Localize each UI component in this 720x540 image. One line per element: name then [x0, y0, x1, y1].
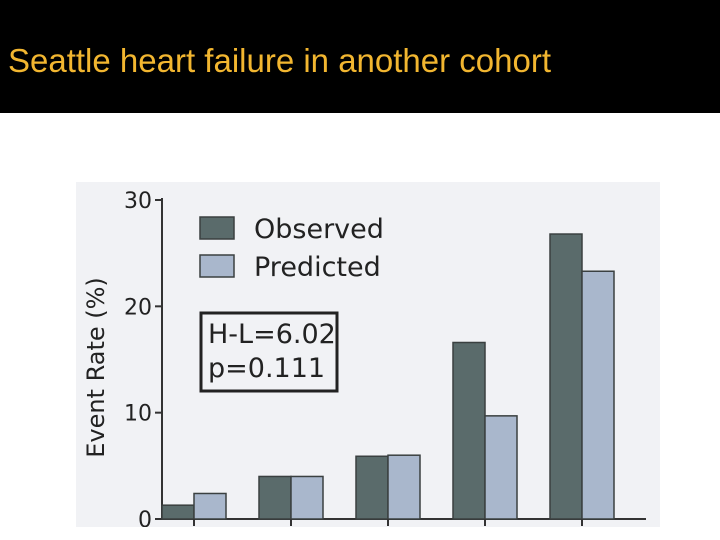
chart-panel: 0 10 20 30 Event Rate (%) Observed Predicted H-… — [76, 182, 660, 527]
title-bar — [0, 0, 720, 113]
stats-line-2: p=0.111 — [208, 353, 325, 384]
bar-chart: 0 10 20 30 Event Rate (%) Observed Predicted H-… — [82, 189, 646, 527]
legend-swatch-predicted — [199, 254, 235, 278]
predicted-bar — [290, 475, 324, 520]
observed-bar — [549, 233, 583, 520]
y-tick-label: 30 — [124, 189, 152, 214]
observed-bar — [355, 455, 389, 520]
observed-bar — [452, 341, 486, 520]
predicted-bar — [484, 415, 518, 520]
predicted-bar — [193, 492, 227, 520]
stats-line-1: H-L=6.02 — [208, 319, 336, 350]
predicted-bar — [387, 454, 421, 520]
stats-box — [199, 311, 339, 393]
legend-swatch-observed — [199, 216, 235, 240]
y-tick-label: 0 — [138, 508, 152, 527]
predicted-bar — [581, 270, 615, 520]
legend-label-observed: Observed — [254, 214, 384, 245]
y-tick-label: 20 — [124, 295, 152, 320]
slide-title: Seattle heart failure in another cohort — [8, 42, 552, 79]
y-axis-title: Event Rate (%) — [82, 277, 110, 458]
legend-label-predicted: Predicted — [254, 252, 381, 283]
y-tick-label: 10 — [124, 402, 152, 427]
observed-bar — [258, 475, 292, 520]
observed-bar — [161, 504, 195, 520]
